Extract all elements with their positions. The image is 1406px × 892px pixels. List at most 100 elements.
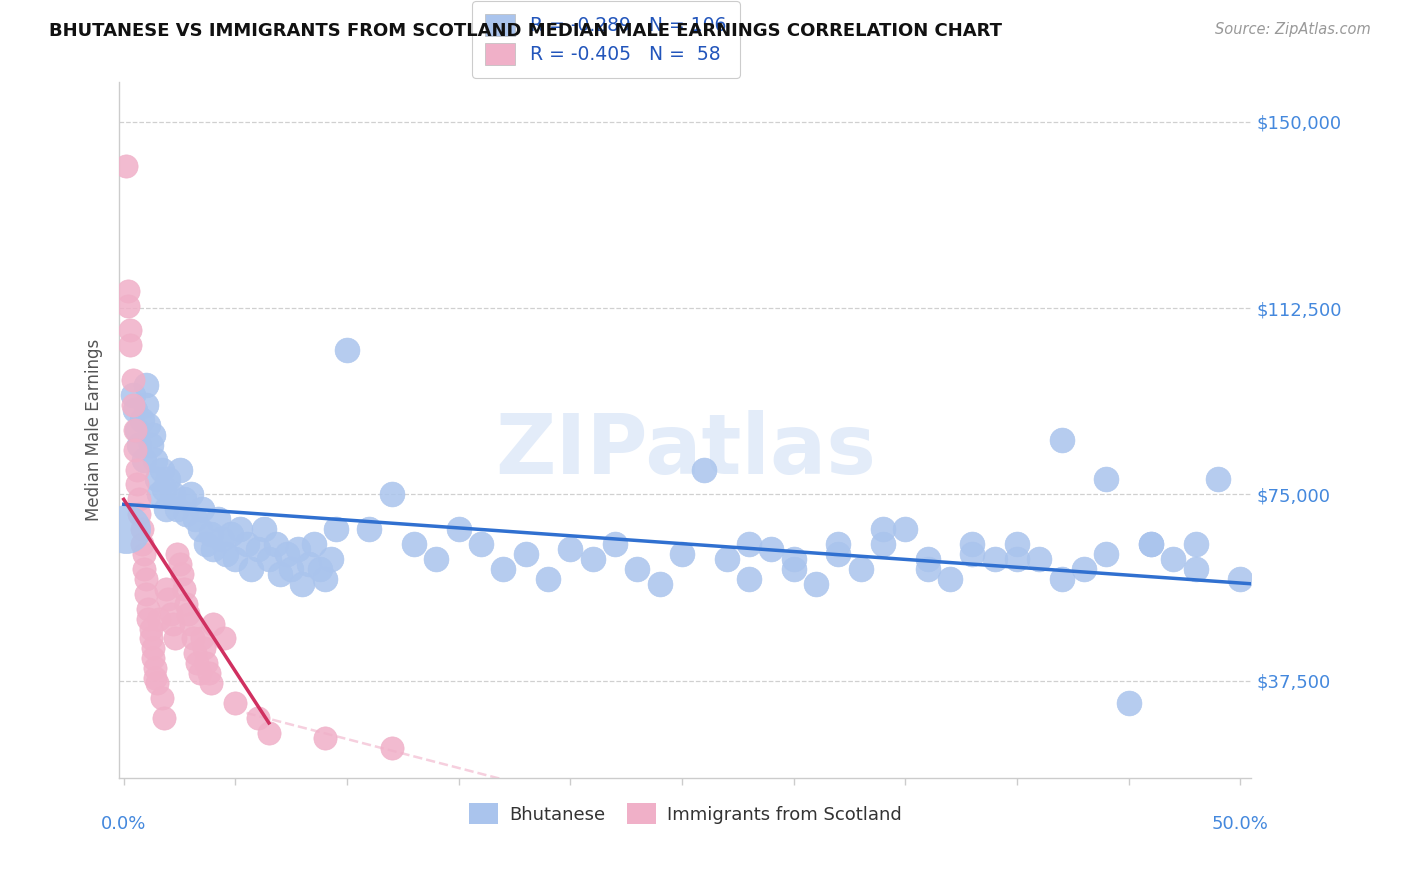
Point (131, 537, 153, 551)
Point (202, 541, 225, 556)
Point (336, 343, 359, 358)
Point (153, 483, 176, 497)
Point (321, 552, 343, 566)
Point (148, 611, 170, 625)
Point (146, 472, 169, 486)
Point (782, 562, 804, 576)
Point (229, 522, 252, 536)
Point (120, 338, 142, 352)
Point (200, 676, 222, 690)
Point (1050, 572, 1073, 586)
Point (157, 591, 180, 606)
Point (177, 607, 200, 621)
Point (170, 566, 193, 581)
Point (716, 552, 738, 566)
Point (200, 527, 222, 541)
Point (983, 552, 1005, 566)
Point (515, 547, 537, 561)
Point (180, 616, 202, 631)
Point (128, 507, 150, 521)
Point (127, 477, 149, 491)
Point (381, 487, 404, 501)
Point (648, 576, 671, 591)
Point (302, 537, 325, 551)
Point (215, 547, 238, 561)
Point (162, 616, 184, 631)
Point (139, 632, 162, 646)
Point (492, 562, 515, 576)
Point (211, 532, 233, 546)
Point (142, 641, 165, 656)
Point (246, 711, 269, 725)
Point (136, 611, 159, 625)
Point (309, 562, 332, 576)
Point (143, 452, 166, 467)
Point (131, 413, 153, 427)
Point (132, 452, 155, 467)
Point (202, 616, 225, 631)
Point (381, 740, 404, 755)
Point (150, 462, 173, 476)
Point (1050, 433, 1073, 447)
Point (143, 671, 166, 685)
Point (246, 541, 269, 556)
Point (402, 537, 425, 551)
Y-axis label: Median Male Earnings: Median Male Earnings (86, 339, 103, 521)
Point (1005, 537, 1028, 551)
Point (1005, 552, 1028, 566)
Point (139, 622, 162, 636)
Point (693, 462, 716, 476)
Point (291, 576, 314, 591)
Point (174, 597, 197, 611)
Point (917, 552, 939, 566)
Point (804, 576, 827, 591)
Point (169, 462, 191, 476)
Point (1184, 562, 1206, 576)
Text: BHUTANESE VS IMMIGRANTS FROM SCOTLAND MEDIAN MALE EARNINGS CORRELATION CHART: BHUTANESE VS IMMIGRANTS FROM SCOTLAND ME… (49, 22, 1002, 40)
Point (1184, 537, 1206, 551)
Point (135, 398, 157, 412)
Point (1161, 552, 1184, 566)
Point (173, 582, 195, 596)
Legend: Bhutanese, Immigrants from Scotland: Bhutanese, Immigrants from Scotland (463, 796, 908, 831)
Point (115, 522, 138, 536)
Point (782, 552, 804, 566)
Point (127, 423, 149, 437)
Point (136, 417, 159, 432)
Point (582, 552, 605, 566)
Point (1095, 472, 1118, 486)
Point (235, 537, 257, 551)
Point (124, 403, 146, 417)
Point (425, 552, 447, 566)
Point (174, 507, 197, 521)
Point (132, 562, 155, 576)
Point (738, 537, 761, 551)
Point (124, 423, 146, 437)
Point (626, 562, 648, 576)
Point (1206, 472, 1229, 486)
Point (560, 541, 582, 556)
Point (143, 661, 166, 675)
Point (219, 527, 242, 541)
Point (148, 487, 170, 501)
Point (121, 388, 143, 402)
Point (269, 566, 291, 581)
Point (184, 646, 207, 660)
Point (121, 373, 143, 387)
Point (127, 462, 149, 476)
Point (136, 601, 159, 615)
Point (132, 547, 155, 561)
Point (121, 398, 143, 412)
Point (131, 522, 153, 536)
Point (135, 378, 157, 392)
Point (155, 582, 177, 596)
Point (1028, 552, 1050, 566)
Text: Source: ZipAtlas.com: Source: ZipAtlas.com (1215, 22, 1371, 37)
Point (117, 284, 139, 298)
Point (894, 522, 917, 536)
Point (917, 562, 939, 576)
Point (447, 522, 470, 536)
Text: 50.0%: 50.0% (1212, 815, 1268, 833)
Point (314, 731, 336, 745)
Point (253, 522, 276, 536)
